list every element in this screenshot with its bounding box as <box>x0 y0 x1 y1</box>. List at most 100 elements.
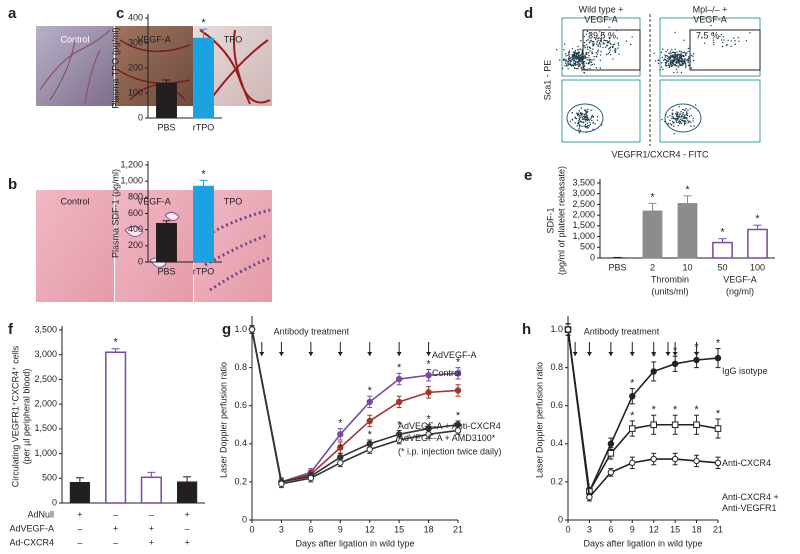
x-tick-label: 15 <box>670 524 680 534</box>
y-tick-label: 0.8 <box>550 362 563 372</box>
treatment-arrowhead <box>608 352 614 356</box>
flow-dot <box>587 63 589 65</box>
flow-dot <box>578 131 580 134</box>
flow-dot <box>675 113 677 115</box>
flow-dot <box>577 61 579 64</box>
flow-dot <box>690 121 692 123</box>
flow-dot <box>675 58 678 60</box>
flow-dot <box>577 63 579 65</box>
flow-dot <box>726 44 728 46</box>
flow-dot <box>678 105 680 108</box>
flow-dot <box>679 122 681 125</box>
flow-dot <box>734 43 736 46</box>
marker <box>650 455 657 463</box>
flow-dot <box>612 58 614 60</box>
flow-dot <box>684 117 686 120</box>
flow-dot <box>593 43 595 45</box>
table-cell: + <box>149 537 154 547</box>
flow-dot <box>573 57 575 60</box>
flow-dot <box>573 56 575 58</box>
flow-dot <box>673 121 675 124</box>
flow-dot <box>685 59 687 61</box>
flow-dot <box>688 115 691 118</box>
bar <box>156 82 177 119</box>
flow-dot <box>678 58 681 60</box>
x-tick-label: 3 <box>279 524 284 534</box>
y-axis-label: Plasma SDF-1 (pg/ml) <box>110 169 120 258</box>
treatment-arrowhead <box>278 352 284 356</box>
flow-dot <box>599 67 602 69</box>
marker <box>395 436 403 444</box>
flow-dot <box>631 36 633 38</box>
x-axis-label: Days after ligation in wild type <box>583 538 702 548</box>
x-tick-label: 100 <box>750 262 765 272</box>
flow-dot <box>579 113 581 115</box>
flow-dot <box>605 53 608 56</box>
flow-dot <box>564 62 567 64</box>
flow-dot <box>589 58 592 61</box>
image-label: Control <box>60 34 89 44</box>
flow-dot <box>745 40 748 42</box>
flow-dot <box>687 56 690 58</box>
flow-dot <box>602 33 605 35</box>
flow-dot <box>673 71 675 74</box>
flow-dot <box>678 64 680 66</box>
flow-dot <box>676 71 678 73</box>
flow-dot <box>676 117 678 120</box>
marker <box>671 360 679 368</box>
table-cell: – <box>77 537 82 547</box>
flow-dot <box>670 124 673 126</box>
flow-dot <box>685 108 687 110</box>
marker <box>607 450 615 457</box>
y-tick-label: 1,000 <box>120 176 143 186</box>
flow-dot <box>572 58 574 60</box>
flow-dot <box>566 63 568 66</box>
flow-dot <box>682 113 684 116</box>
image-label: VEGF-A <box>137 34 171 44</box>
flow-dot <box>734 40 736 42</box>
flow-dot <box>678 55 681 57</box>
flow-dot <box>596 119 599 121</box>
y-tick-label: 0.2 <box>550 476 563 486</box>
y-tick-label: 1,000 <box>572 231 595 241</box>
flow-dot <box>692 55 694 57</box>
flow-dot <box>585 115 588 117</box>
legend-entry: AdVEGF-A + Anti-CXCR4 <box>398 421 501 431</box>
panel-label: c <box>116 5 124 22</box>
flow-dot <box>613 49 616 52</box>
flow-dot <box>675 68 678 71</box>
flow-dot <box>591 51 593 53</box>
flow-dot <box>600 37 602 40</box>
flow-dot <box>595 43 598 45</box>
flow-dot <box>589 50 591 52</box>
flow-ylabel: Sca1 - PE <box>542 60 552 101</box>
flow-dot <box>586 52 588 54</box>
flow-dot <box>585 125 588 128</box>
flow-dot <box>713 41 715 44</box>
flow-dot <box>607 52 609 55</box>
bar <box>140 476 162 504</box>
marker <box>248 326 256 333</box>
flow-dot <box>596 41 598 43</box>
flow-dot <box>668 53 670 55</box>
flow-dot <box>590 109 592 112</box>
flow-dot <box>584 119 587 121</box>
line <box>567 329 719 500</box>
flow-dot <box>584 45 586 47</box>
flow-dot <box>596 56 598 58</box>
flow-dot <box>674 48 676 50</box>
table-cell: + <box>184 537 189 547</box>
flow-dot <box>561 67 564 70</box>
flow-dot <box>693 125 695 127</box>
flow-dot <box>687 47 690 50</box>
flow-dot <box>592 41 594 43</box>
flow-dot <box>592 116 595 118</box>
flow-dot <box>684 109 686 112</box>
y-tick-label: 2,000 <box>34 399 57 409</box>
group-unit: (ng/ml) <box>726 286 754 296</box>
flow-dot <box>662 48 664 50</box>
flow-header: VEGF-A <box>584 14 618 24</box>
flow-dot <box>581 69 583 71</box>
flow-dot <box>676 54 678 57</box>
flow-dot <box>686 111 688 113</box>
